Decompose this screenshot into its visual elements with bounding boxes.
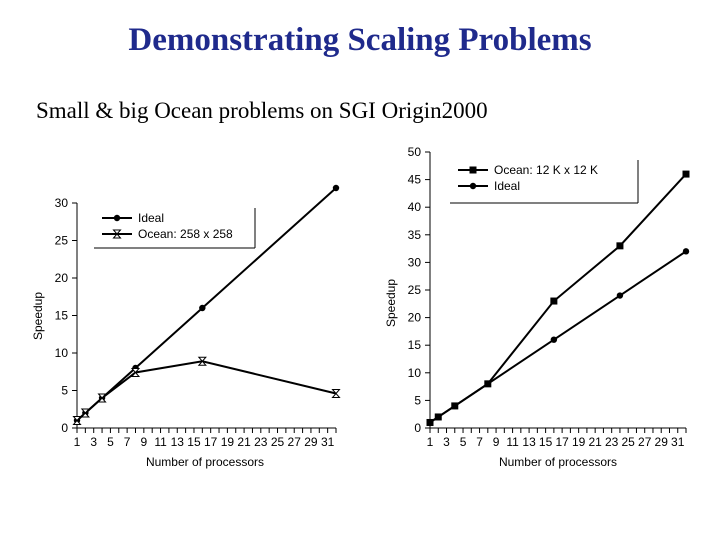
series-1 [426,170,690,426]
legend-box [448,158,638,203]
data-point [484,380,492,388]
y-tick-label: 20 [55,271,69,285]
legend-label: Ideal [138,211,164,225]
x-tick-label: 5 [107,435,114,449]
data-point [469,182,477,190]
legend: Ideal Ocean: 258 x 258 [92,206,256,249]
y-axis-label: Speedup [384,279,398,327]
y-tick-label: 25 [408,283,422,297]
legend-label: Ideal [494,179,520,193]
x-tick-label: 29 [304,435,318,449]
legend-label: Ocean: 12 K x 12 K [494,163,598,177]
series-2 [426,248,690,426]
x-tick-label: 1 [74,435,81,449]
x-axis-label: Number of processors [499,455,617,469]
data-point [616,242,624,250]
x-tick-label: 25 [271,435,285,449]
series-line [429,250,687,424]
data-point [80,408,90,418]
y-tick-label: 15 [408,338,422,352]
y-tick-label: 5 [61,384,68,398]
data-point [112,229,122,239]
x-tick-label: 23 [605,435,619,449]
x-tick-label: 27 [288,435,302,449]
y-tick-label: 45 [408,173,422,187]
data-point [331,389,341,398]
legend: Ocean: 12 K x 12 K Ideal [448,158,639,204]
x-tick-label: 7 [476,435,483,449]
x-tick-label: 21 [588,435,602,449]
x-tick-label: 3 [443,435,450,449]
x-tick-label: 13 [171,435,185,449]
data-point [197,356,207,366]
x-tick-label: 17 [204,435,218,449]
data-point [682,248,690,255]
data-point [451,402,458,410]
x-tick-label: 15 [187,435,201,449]
y-tick-label: 10 [408,366,422,380]
series-line [76,360,337,422]
x-tick-label: 15 [539,435,553,449]
x-tick-label: 3 [90,435,97,449]
data-point [469,166,477,174]
x-tick-label: 25 [622,435,636,449]
data-point [435,413,442,421]
x-tick-label: 19 [221,435,235,449]
slide-subtitle: Small & big Ocean problems on SGI Origin… [36,98,488,123]
y-tick-label: 40 [408,200,422,214]
data-point [332,184,340,192]
data-point [550,336,558,343]
x-axis-label: Number of processors [146,455,264,469]
series-2 [72,356,341,425]
y-tick-label: 5 [414,393,421,407]
series-line [429,173,687,424]
x-tick-label: 9 [140,435,147,449]
y-tick-label: 30 [55,196,69,210]
x-tick-label: 19 [572,435,586,449]
x-tick-label: 11 [154,435,167,449]
y-axis-label: Speedup [31,292,45,340]
x-tick-label: 1 [427,435,434,449]
legend-label: Ocean: 258 x 258 [138,227,233,241]
y-tick-label: 20 [408,311,422,325]
y-tick-label: 35 [408,228,422,242]
x-tick-label: 13 [522,435,536,449]
data-point [682,170,690,178]
y-tick-label: 25 [55,234,69,248]
x-tick-label: 27 [638,435,652,449]
x-tick-label: 31 [671,435,685,449]
x-tick-label: 11 [506,435,519,449]
data-point [426,419,434,426]
legend-box [92,206,255,248]
x-tick-label: 21 [237,435,251,449]
y-tick-label: 0 [61,421,68,435]
slide-title: Demonstrating Scaling Problems [128,22,592,58]
data-point [72,416,82,425]
x-tick-label: 17 [555,435,569,449]
y-tick-label: 0 [414,421,421,435]
y-tick-label: 30 [408,255,422,269]
data-point [616,292,624,299]
y-tick-label: 15 [55,309,69,323]
x-tick-label: 31 [321,435,335,449]
data-point [97,393,107,403]
x-tick-label: 23 [254,435,268,449]
data-point [113,214,121,222]
data-point [199,304,206,312]
y-tick-label: 10 [55,346,69,360]
x-tick-label: 29 [655,435,669,449]
x-tick-label: 9 [493,435,500,449]
x-tick-label: 5 [460,435,467,449]
data-point [130,368,141,377]
y-tick-label: 50 [408,145,422,159]
x-tick-label: 7 [124,435,131,449]
data-point [550,297,558,305]
